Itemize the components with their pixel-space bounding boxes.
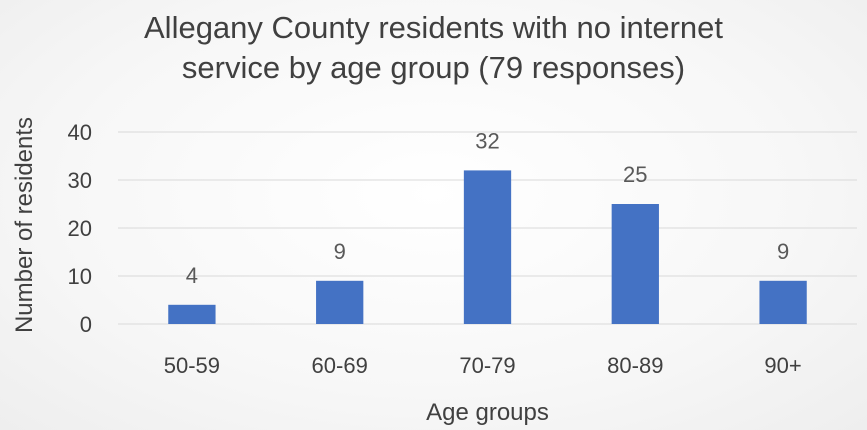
data-label: 9: [777, 239, 789, 264]
chart-title-line-1: Allegany County residents with no intern…: [144, 10, 723, 45]
x-tick-label: 60-69: [312, 353, 368, 378]
x-axis-ticks: 50-59 60-69 70-79 80-89 90+: [164, 353, 802, 378]
bar-60-69: [316, 280, 364, 324]
x-tick-label: 80-89: [607, 353, 663, 378]
y-tick-label: 30: [68, 168, 92, 193]
x-tick-label: 90+: [764, 353, 801, 378]
y-tick-label: 10: [68, 264, 92, 289]
data-labels: 4 9 32 25 9: [186, 128, 789, 287]
data-label: 4: [186, 263, 198, 288]
y-axis-title: Number of residents: [11, 117, 38, 333]
y-tick-label: 0: [80, 312, 92, 337]
y-tick-label: 20: [68, 216, 92, 241]
bars: [168, 170, 807, 324]
bar-80-89: [611, 204, 659, 324]
chart-title: Allegany County residents with no intern…: [0, 8, 867, 88]
y-tick-label: 40: [68, 120, 92, 145]
data-label: 9: [334, 239, 346, 264]
bar-70-79: [463, 170, 512, 324]
bar-90+: [759, 280, 807, 324]
data-label: 25: [623, 162, 647, 187]
bar-50-59: [168, 304, 216, 324]
x-axis-title: Age groups: [426, 399, 549, 426]
chart-title-line-2: service by age group (79 responses): [181, 50, 686, 85]
y-axis-ticks: 0 10 20 30 40: [68, 120, 92, 337]
data-label: 32: [475, 128, 499, 153]
x-tick-label: 50-59: [164, 353, 220, 378]
x-tick-label: 70-79: [459, 353, 515, 378]
